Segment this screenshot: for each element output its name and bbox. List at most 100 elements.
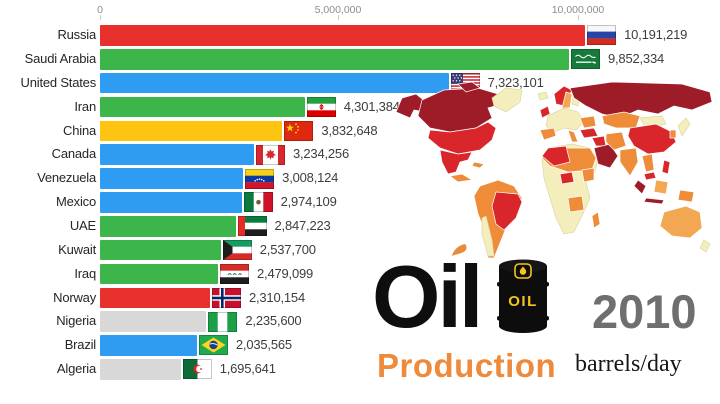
map-mexico	[439, 149, 473, 175]
country-label: Kuwait	[58, 241, 96, 257]
bar-dz	[100, 359, 181, 380]
map-iceland	[537, 91, 549, 101]
map-indochina	[641, 153, 655, 173]
country-label: Nigeria	[56, 313, 96, 329]
map-central-america	[449, 173, 474, 183]
bar-value: 10,191,219	[624, 27, 688, 43]
bar-ng	[100, 311, 207, 332]
bar-value: 2,035,565	[235, 337, 292, 353]
title-unit: barrels/day	[575, 351, 682, 377]
country-label: Algeria	[56, 361, 96, 377]
flag-ae-icon	[237, 216, 267, 237]
oil-barrel-icon: OIL	[497, 259, 549, 333]
map-spain	[539, 127, 557, 141]
bar-br	[100, 335, 197, 356]
oil-drip-icon	[452, 244, 467, 256]
flag-mx-icon	[243, 192, 273, 213]
title-production: Production	[377, 347, 557, 384]
bar-value: 4,301,384	[343, 98, 400, 114]
flag-br-icon	[198, 335, 228, 356]
map-angola	[567, 195, 585, 213]
axis-tick-5m: 5,000,000	[314, 4, 362, 16]
bar-value: 2,479,099	[257, 265, 314, 281]
flag-ru-icon	[587, 25, 617, 46]
bar-ve	[100, 168, 244, 189]
map-korea	[669, 129, 677, 139]
bar-iq	[100, 263, 218, 285]
map-java	[643, 197, 665, 205]
axis-tick-0: 0	[97, 4, 103, 16]
country-label: Russia	[57, 27, 96, 43]
tick-mark	[338, 15, 339, 20]
map-arctic-islands	[457, 82, 481, 93]
map-greenland	[491, 87, 523, 113]
map-australia	[659, 205, 703, 239]
title-year: 2010	[592, 285, 697, 338]
map-sumatra	[633, 179, 647, 195]
flag-dz-icon	[182, 359, 212, 380]
bar-value: 9,852,334	[607, 51, 665, 67]
bar-ir	[100, 96, 305, 118]
country-label: Brazil	[64, 337, 97, 353]
map-iraq-syria	[591, 135, 607, 147]
flag-sa-icon	[570, 49, 600, 70]
country-label: United States	[20, 74, 97, 90]
bar-value: 2,235,600	[245, 313, 302, 329]
bar-value: 7,323,101	[487, 74, 544, 90]
barrel-label: OIL	[508, 293, 538, 310]
map-china	[627, 123, 677, 155]
bar-ca	[100, 144, 254, 165]
bar-value: 3,008,124	[282, 170, 339, 186]
country-label: Saudi Arabia	[24, 51, 97, 67]
flag-ng-icon	[208, 311, 238, 332]
country-label: Iran	[74, 98, 96, 114]
map-russia	[569, 82, 713, 119]
bar-no	[100, 287, 210, 309]
map-turkey	[579, 127, 599, 139]
flag-ve-icon	[245, 168, 275, 189]
bar-value: 2,310,154	[248, 289, 305, 305]
axis-tick-10m: 10,000,000	[551, 4, 605, 16]
map-borneo	[653, 179, 669, 195]
map-algeria	[541, 145, 571, 167]
world-map-icon	[395, 82, 713, 259]
tick-mark	[100, 15, 101, 20]
bar-cn	[100, 120, 283, 142]
tick-mark	[578, 15, 579, 20]
flag-cn-icon	[284, 120, 314, 141]
flag-ir-icon	[306, 96, 336, 117]
country-label: China	[63, 122, 96, 138]
bar-value: 1,695,641	[219, 361, 276, 377]
map-new-guinea	[677, 189, 695, 203]
title-oil: Oil	[372, 247, 483, 346]
country-label: Iraq	[74, 265, 96, 281]
country-label: Norway	[53, 289, 96, 305]
map-iran	[605, 131, 627, 151]
map-india	[619, 147, 639, 177]
flag-iq-icon	[220, 263, 249, 284]
map-japan	[677, 117, 691, 137]
map-sudan	[581, 167, 595, 183]
map-europe	[545, 107, 585, 133]
map-sweden	[561, 91, 573, 109]
map-malaysia	[643, 171, 657, 181]
bar-value: 2,537,700	[259, 241, 316, 257]
bar-value: 3,234,256	[292, 146, 349, 162]
bar-value: 2,974,109	[280, 194, 337, 210]
bar-us	[100, 72, 449, 94]
country-label: Venezuela	[37, 170, 96, 186]
map-brazil	[491, 191, 523, 231]
map-italy	[567, 129, 579, 143]
bar-value: 3,832,648	[321, 122, 378, 138]
map-uk	[539, 105, 551, 119]
map-saudi-arabia	[593, 143, 619, 169]
map-usa	[427, 121, 497, 155]
bar-sa	[100, 49, 569, 70]
bar-mx	[100, 192, 242, 213]
bar-ae	[100, 216, 236, 237]
map-chile	[481, 215, 495, 257]
map-mongolia	[639, 115, 667, 129]
map-philippines	[661, 159, 671, 175]
flag-kw-icon	[222, 240, 252, 261]
